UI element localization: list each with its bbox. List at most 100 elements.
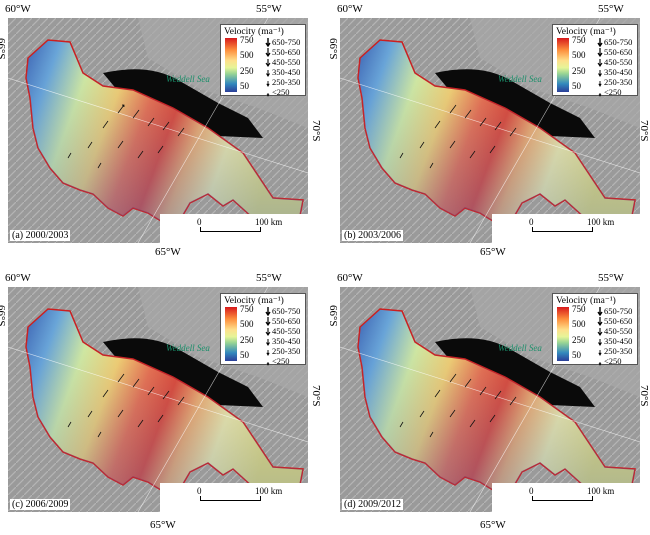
arrow-class-label: 650-750 xyxy=(272,306,301,316)
scale-tick xyxy=(532,496,533,501)
colorbar-tick: 50 xyxy=(572,81,581,91)
panel-label: (d) 2009/2012 xyxy=(342,499,403,510)
colorbar-tick: 250 xyxy=(572,66,586,76)
colorbar-tick: 500 xyxy=(572,50,586,60)
arrow-icon xyxy=(266,70,270,77)
lon-label-60w: 60°W xyxy=(5,3,31,15)
arrow-class-label: 250-350 xyxy=(272,77,301,87)
scale-bar: 0 100 km xyxy=(160,214,308,243)
scale-bar: 0 100 km xyxy=(160,483,308,512)
lon-label-60w: 60°W xyxy=(337,272,363,284)
colorbar-tick: 500 xyxy=(240,50,254,60)
scale-line xyxy=(532,231,592,232)
velocity-legend: Velocity (ma⁻¹) 750 500 250 50 650-750 5… xyxy=(220,293,306,366)
arrow-class-label: 650-750 xyxy=(604,37,633,47)
arrow-icon xyxy=(598,362,602,366)
lon-label-65w: 65°W xyxy=(150,519,176,531)
legend-title: Velocity (ma⁻¹) xyxy=(224,296,284,306)
scale-start-label: 0 xyxy=(197,486,202,496)
velocity-legend: Velocity (ma⁻¹) 750 500 250 50 650-750 5… xyxy=(220,24,306,97)
arrow-class-label: 350-450 xyxy=(272,336,301,346)
arrow-class-label: 550-650 xyxy=(604,47,633,57)
lat-label-70s: 70°S xyxy=(638,120,650,142)
arrow-class-label: 250-350 xyxy=(604,77,633,87)
arrow-legend: 650-750 550-650 450-550 350-450 250-350 … xyxy=(597,37,637,97)
sea-label: Weddell Sea xyxy=(166,343,210,353)
sea-label: Weddell Sea xyxy=(166,74,210,84)
arrow-class-label: 350-450 xyxy=(604,336,633,346)
map-panel-b: Velocity (ma⁻¹) 750 500 250 50 650-750 5… xyxy=(340,18,640,243)
arrow-class-label: 450-550 xyxy=(604,326,633,336)
scale-tick xyxy=(260,496,261,501)
arrow-legend: 650-750 550-650 450-550 350-450 250-350 … xyxy=(597,306,637,366)
map-panel-a: Velocity (ma⁻¹) 750 500 250 50 650-750 5… xyxy=(8,18,308,243)
arrow-class-label: 550-650 xyxy=(272,316,301,326)
scale-bar: 0 100 km xyxy=(492,214,640,243)
arrow-legend: 650-750 550-650 450-550 350-450 250-350 … xyxy=(265,37,305,97)
lon-label-65w: 65°W xyxy=(155,246,181,258)
scale-start-label: 0 xyxy=(197,217,202,227)
arrow-class-label: 650-750 xyxy=(604,306,633,316)
arrow-icon xyxy=(266,339,270,346)
arrow-class-label: <250 xyxy=(604,87,622,97)
arrow-class-label: 650-750 xyxy=(272,37,301,47)
arrow-legend: 650-750 550-650 450-550 350-450 250-350 … xyxy=(265,306,305,366)
lon-label-60w: 60°W xyxy=(5,272,31,284)
sea-label: Weddell Sea xyxy=(498,343,542,353)
legend-title: Velocity (ma⁻¹) xyxy=(224,27,284,37)
arrow-icon xyxy=(265,59,271,67)
sea-label: Weddell Sea xyxy=(498,74,542,84)
scale-end-label: 100 km xyxy=(587,217,615,227)
scale-start-label: 0 xyxy=(529,217,534,227)
lat-label-70s: 70°S xyxy=(638,385,650,407)
colorbar-tick: 250 xyxy=(240,66,254,76)
colorbar-tick: 750 xyxy=(572,35,586,45)
arrow-class-label: 450-550 xyxy=(272,326,301,336)
arrow-class-label: 250-350 xyxy=(272,346,301,356)
arrow-icon xyxy=(598,339,602,346)
legend-title: Velocity (ma⁻¹) xyxy=(556,296,616,306)
arrow-icon xyxy=(265,48,271,57)
colorbar-tick: 500 xyxy=(240,319,254,329)
panel-label: (b) 2003/2006 xyxy=(342,230,403,241)
velocity-colorbar xyxy=(225,307,237,361)
arrow-icon xyxy=(266,350,270,356)
lat-label-66s: 66°S xyxy=(0,305,7,327)
arrow-class-label: 550-650 xyxy=(272,47,301,57)
arrow-icon xyxy=(266,81,270,87)
lat-label-66s: 66°S xyxy=(0,38,7,60)
colorbar-tick: 250 xyxy=(572,335,586,345)
lon-label-55w: 55°W xyxy=(598,3,624,15)
scale-tick xyxy=(200,227,201,232)
legend-title: Velocity (ma⁻¹) xyxy=(556,27,616,37)
panel-label: (a) 2000/2003 xyxy=(10,230,71,241)
colorbar-tick: 750 xyxy=(240,35,254,45)
arrow-icon xyxy=(266,93,270,97)
arrow-icon xyxy=(597,307,603,316)
arrow-icon xyxy=(265,317,271,326)
arrow-icon xyxy=(598,70,602,77)
colorbar-tick: 50 xyxy=(572,350,581,360)
lon-label-55w: 55°W xyxy=(256,272,282,284)
arrow-class-label: <250 xyxy=(272,87,290,97)
arrow-icon xyxy=(597,38,603,47)
velocity-legend: Velocity (ma⁻¹) 750 500 250 50 650-750 5… xyxy=(552,293,638,366)
arrow-icon xyxy=(265,38,271,47)
scale-tick xyxy=(592,496,593,501)
colorbar-tick: 50 xyxy=(240,350,249,360)
scale-line xyxy=(200,500,260,501)
arrow-icon xyxy=(266,362,270,366)
arrow-class-label: 550-650 xyxy=(604,316,633,326)
velocity-colorbar xyxy=(557,307,569,361)
arrow-class-label: 350-450 xyxy=(604,67,633,77)
scale-tick xyxy=(260,227,261,232)
scale-end-label: 100 km xyxy=(587,486,615,496)
arrow-icon xyxy=(598,81,602,87)
colorbar-tick: 500 xyxy=(572,319,586,329)
scale-line xyxy=(532,500,592,501)
lat-label-70s: 70°S xyxy=(310,385,322,407)
scale-line xyxy=(200,231,260,232)
arrow-icon xyxy=(597,59,603,67)
lon-label-65w: 65°W xyxy=(480,519,506,531)
lat-label-70s: 70°S xyxy=(310,120,322,142)
